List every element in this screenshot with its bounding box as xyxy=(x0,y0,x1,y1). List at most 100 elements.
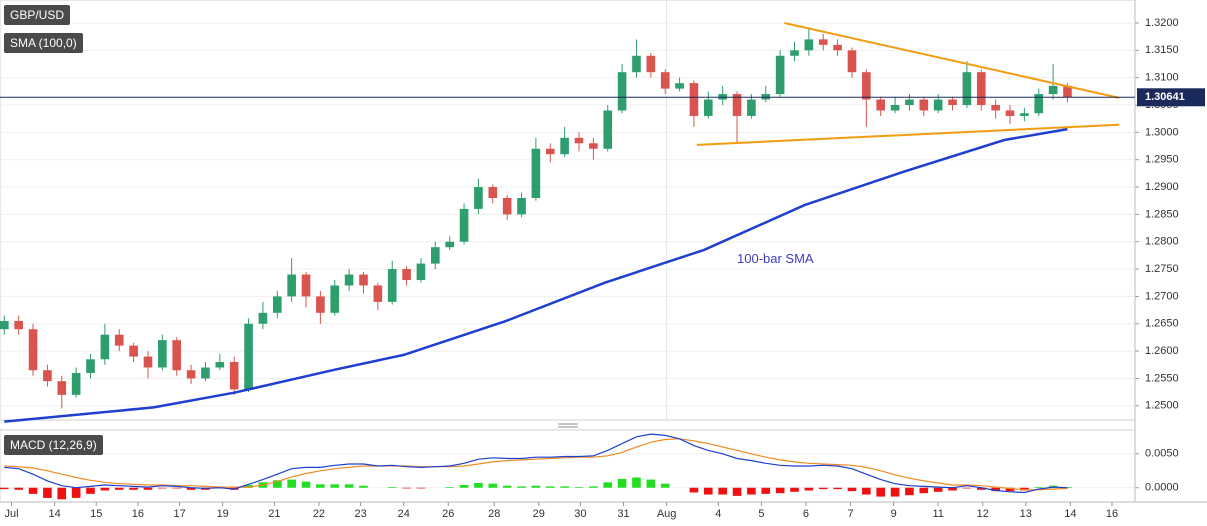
histogram-bar xyxy=(129,487,138,490)
histogram-bar xyxy=(890,487,900,497)
histogram-bar xyxy=(316,484,325,488)
histogram-bar xyxy=(948,487,957,491)
histogram-bar xyxy=(488,483,498,488)
histogram-bar xyxy=(560,486,569,488)
histogram-bar xyxy=(617,478,627,488)
histogram-bar xyxy=(287,479,296,488)
y-tick-label: 1.2800 xyxy=(1145,236,1179,248)
candle-body xyxy=(589,143,598,149)
candle-body xyxy=(818,39,828,45)
candle-body xyxy=(646,55,656,73)
candle-body xyxy=(229,362,239,390)
histogram-bar xyxy=(114,487,124,490)
trendline xyxy=(784,22,1120,99)
candle-body xyxy=(574,137,584,144)
x-tick-label: 13 xyxy=(1020,508,1032,520)
last-price-box xyxy=(1137,88,1205,107)
histogram-bar xyxy=(818,487,828,490)
y-tick-label: 1.2750 xyxy=(1145,263,1179,275)
histogram-bar xyxy=(143,487,153,490)
macd-label: MACD (12,26,9) xyxy=(4,435,103,455)
histogram-bar xyxy=(387,487,397,488)
candle-body xyxy=(660,72,670,89)
candle-body xyxy=(790,50,799,56)
histogram-bar xyxy=(545,486,555,488)
candle-body xyxy=(905,99,914,105)
candle-body xyxy=(862,72,871,100)
x-tick-label: 26 xyxy=(442,508,454,520)
y-tick-label: 1.3000 xyxy=(1145,126,1179,138)
candle-body xyxy=(1034,94,1044,114)
x-tick-label: 24 xyxy=(398,508,410,520)
histogram-bar xyxy=(14,487,23,490)
candle-body xyxy=(948,99,957,105)
candle-body xyxy=(0,321,9,330)
candle-body xyxy=(158,340,167,368)
candle-body xyxy=(732,94,742,116)
x-tick-label: 21 xyxy=(268,508,280,520)
candle-body xyxy=(57,381,67,395)
histogram-bar xyxy=(301,481,311,488)
candle-body xyxy=(71,372,81,395)
histogram-bar xyxy=(1005,487,1015,492)
candle-body xyxy=(330,285,340,313)
x-tick-label: 7 xyxy=(847,508,853,520)
histogram-bar xyxy=(905,487,914,496)
candle-body xyxy=(876,99,886,111)
candle-body xyxy=(431,247,440,264)
histogram-bar xyxy=(732,487,742,496)
x-tick-label: 9 xyxy=(891,508,897,520)
histogram-bar xyxy=(502,485,512,488)
panel-handle xyxy=(558,423,578,428)
histogram-bar xyxy=(747,487,756,495)
histogram-bar xyxy=(919,487,929,494)
candle-body xyxy=(474,187,483,209)
histogram-bar xyxy=(330,484,340,488)
candle-body xyxy=(143,356,153,368)
candle-body xyxy=(775,55,785,95)
histogram-bar xyxy=(1020,487,1029,491)
y-tick-label: 1.2650 xyxy=(1145,318,1179,330)
candle-body xyxy=(287,274,296,297)
candle-body xyxy=(172,340,182,371)
histogram-bar xyxy=(531,485,541,488)
y-tick-label: 1.2500 xyxy=(1145,400,1179,412)
indicator-label: SMA (100,0) xyxy=(4,33,83,53)
x-tick-label: 15 xyxy=(90,508,102,520)
candle-body xyxy=(186,370,196,379)
histogram-bar xyxy=(589,486,598,488)
histogram-bar xyxy=(402,487,411,489)
histogram-bar xyxy=(0,487,9,490)
y-tick-label: 1.3100 xyxy=(1145,72,1179,84)
symbol-label: GBP/USD xyxy=(4,5,71,25)
histogram-bar xyxy=(272,480,282,488)
x-tick-label: Jul xyxy=(4,508,18,520)
histogram-bar xyxy=(1034,487,1044,488)
macd-line xyxy=(4,433,1068,494)
histogram-bar xyxy=(775,487,785,494)
candle-body xyxy=(933,99,943,111)
candle-body xyxy=(445,241,454,248)
x-tick-label: 5 xyxy=(758,508,764,520)
candle-body xyxy=(258,312,268,324)
candle-body xyxy=(502,197,512,215)
candle-body xyxy=(28,329,38,371)
x-tick-label: 4 xyxy=(715,508,721,520)
histogram-bar xyxy=(43,487,52,498)
y-tick-label: 1.3200 xyxy=(1145,17,1179,29)
histogram-bar xyxy=(100,487,110,491)
y-tick-label: 1.2600 xyxy=(1145,345,1179,357)
candle-body xyxy=(1020,113,1029,116)
candle-body xyxy=(387,269,397,302)
x-tick-label: 11 xyxy=(932,508,943,520)
candle-body xyxy=(603,110,613,149)
histogram-bar xyxy=(646,479,656,488)
candle-body xyxy=(373,285,383,302)
histogram-bar xyxy=(28,487,38,494)
histogram-bar xyxy=(172,487,182,489)
candle-body xyxy=(804,39,814,51)
y-tick-label: 1.2950 xyxy=(1145,154,1179,166)
histogram-bar xyxy=(847,487,857,492)
histogram-bar xyxy=(244,485,253,488)
